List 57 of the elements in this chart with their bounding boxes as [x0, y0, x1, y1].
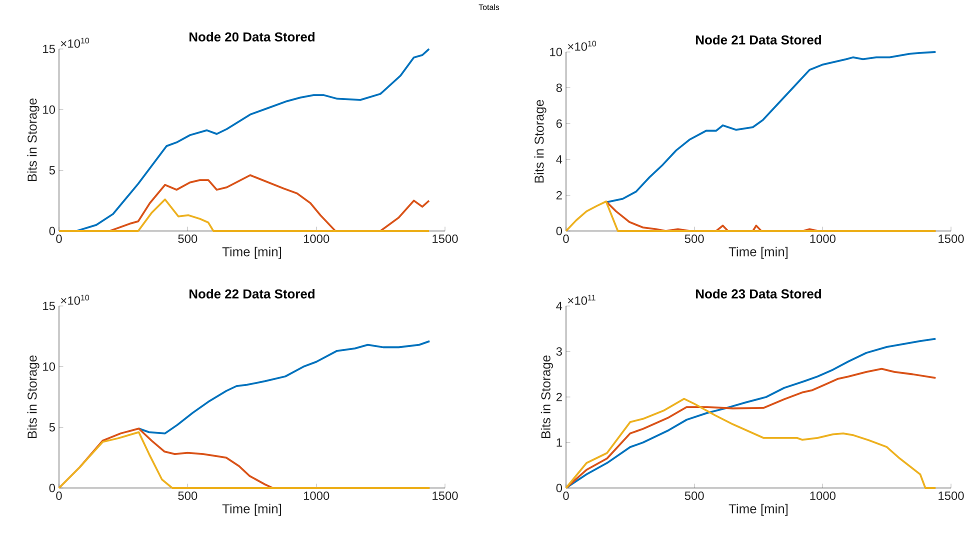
- x-tick-label: 1000: [810, 492, 836, 500]
- x-tick-label: 1000: [304, 492, 330, 500]
- text: ×10$^{10}$: [568, 40, 596, 51]
- y-tick-label: 5: [49, 423, 55, 432]
- y-tick-label: 1: [556, 438, 562, 447]
- y-tick-label: 4: [556, 155, 562, 164]
- x-tick-label: 1500: [938, 492, 964, 500]
- line-series: [565, 398, 937, 489]
- y-tick-label: 0: [49, 226, 56, 236]
- x-axis-title: Time [min]: [222, 246, 282, 259]
- x-tick-label: 0: [563, 492, 569, 500]
- y-tick-label: 2: [556, 191, 562, 200]
- text: ×10$^{11}$: [568, 294, 596, 305]
- y-axis-title: Bits in Storage: [27, 98, 40, 182]
- y-tick-label: 0: [556, 226, 562, 236]
- x-tick-label: 500: [684, 492, 704, 500]
- x-tick-label: 500: [178, 492, 198, 500]
- y-tick-label: 10: [550, 48, 562, 56]
- y-tick-label: 10: [43, 362, 56, 371]
- y-axis-title: Bits in Storage: [540, 355, 553, 438]
- y-tick-label: 4: [556, 302, 562, 310]
- chart-title: Node 21 Data Stored: [696, 34, 821, 44]
- y-tick-label: 0: [556, 484, 562, 492]
- chart-title: Node 23 Data Stored: [696, 288, 821, 298]
- y-tick-label: 0: [49, 484, 56, 492]
- chart-title: Node 22 Data Stored: [190, 288, 314, 298]
- line-series: [565, 338, 937, 489]
- x-tick-label: 1500: [432, 234, 458, 243]
- x-tick-label: 1000: [304, 234, 330, 243]
- text: ×10$^{10}$: [61, 38, 90, 48]
- x-tick-label: 1000: [810, 234, 836, 243]
- x-tick-label: 1500: [938, 234, 964, 243]
- y-tick-label: 15: [43, 44, 55, 54]
- line-series: [58, 198, 430, 232]
- x-tick-label: 1500: [432, 492, 458, 500]
- y-tick-label: 2: [556, 392, 562, 402]
- y-axis-title: Bits in Storage: [27, 355, 40, 438]
- x-tick-label: 0: [56, 492, 62, 500]
- y-tick-label: 3: [556, 347, 562, 356]
- y-axis-title: Bits in Storage: [534, 100, 546, 183]
- x-tick-label: 500: [684, 234, 704, 243]
- x-axis-title: Time [min]: [222, 504, 282, 516]
- y-tick-label: 8: [556, 84, 562, 92]
- x-tick-label: 500: [178, 234, 198, 243]
- y-tick-label: 5: [49, 166, 55, 174]
- x-axis-title: Time [min]: [728, 246, 788, 259]
- line-series: [565, 368, 937, 489]
- y-tick-label: 6: [556, 119, 562, 128]
- x-tick-label: 0: [563, 234, 569, 243]
- line-series: [138, 340, 431, 434]
- y-tick-label: 10: [43, 105, 56, 114]
- chart-title: Node 20 Data Stored: [190, 32, 314, 42]
- x-axis-title: Time [min]: [728, 504, 788, 516]
- y-tick-label: 15: [43, 302, 55, 310]
- text: ×10$^{10}$: [61, 294, 90, 305]
- line-series: [605, 51, 937, 204]
- x-tick-label: 0: [56, 234, 62, 243]
